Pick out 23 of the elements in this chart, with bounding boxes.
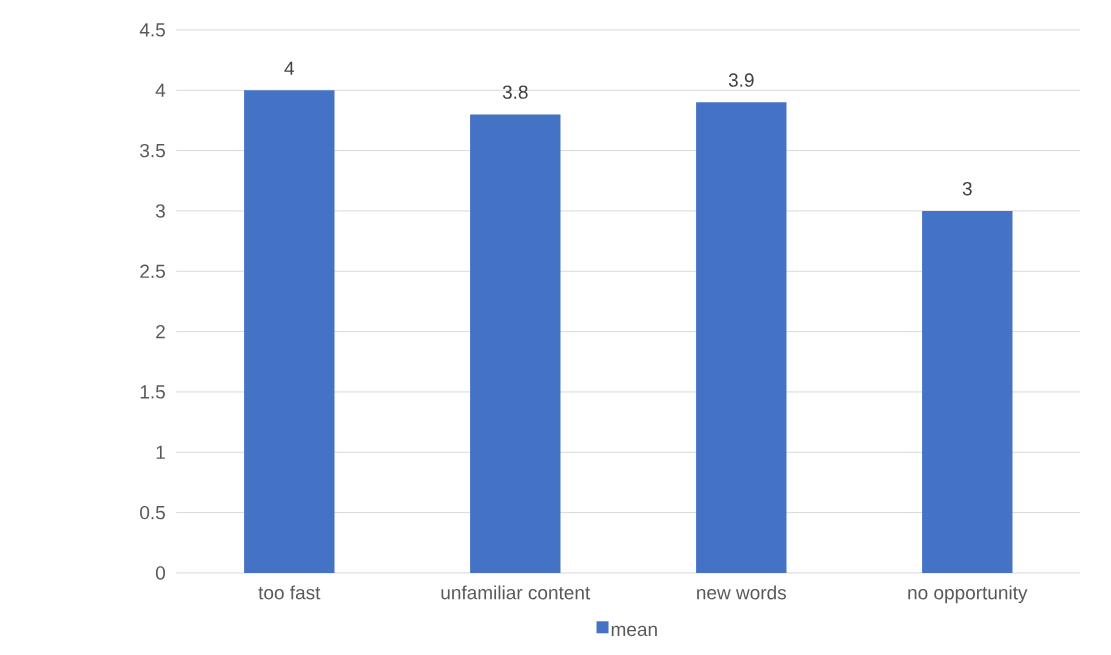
data-label: 3 xyxy=(962,181,972,196)
bar xyxy=(922,210,1013,573)
x-tick-label: no opportunity xyxy=(908,585,1028,604)
data-label: 3.8 xyxy=(502,85,528,99)
y-tick-label: 1 xyxy=(156,445,165,459)
y-tick-label: 4.5 xyxy=(139,23,165,37)
y-tick-label: 1.5 xyxy=(140,385,165,399)
y-tick-label: 3.5 xyxy=(140,143,165,158)
y-tick-label: 4 xyxy=(155,83,166,97)
legend-label: mean xyxy=(611,625,657,637)
y-tick-label: 2.5 xyxy=(140,264,165,278)
x-tick-label: unfamiliar content xyxy=(441,585,591,600)
x-tick-label: new words xyxy=(697,585,786,600)
bar xyxy=(470,114,561,573)
y-tick-label: 0.5 xyxy=(140,505,165,520)
data-label: 3.9 xyxy=(728,73,754,87)
bar xyxy=(244,90,335,573)
data-label: 4 xyxy=(284,61,295,75)
bar xyxy=(696,102,787,573)
x-tick-label: too fast xyxy=(258,585,321,600)
y-tick-label: 2 xyxy=(156,324,165,339)
y-tick-label: 3 xyxy=(155,204,165,218)
y-tick-label: 0 xyxy=(155,566,166,580)
